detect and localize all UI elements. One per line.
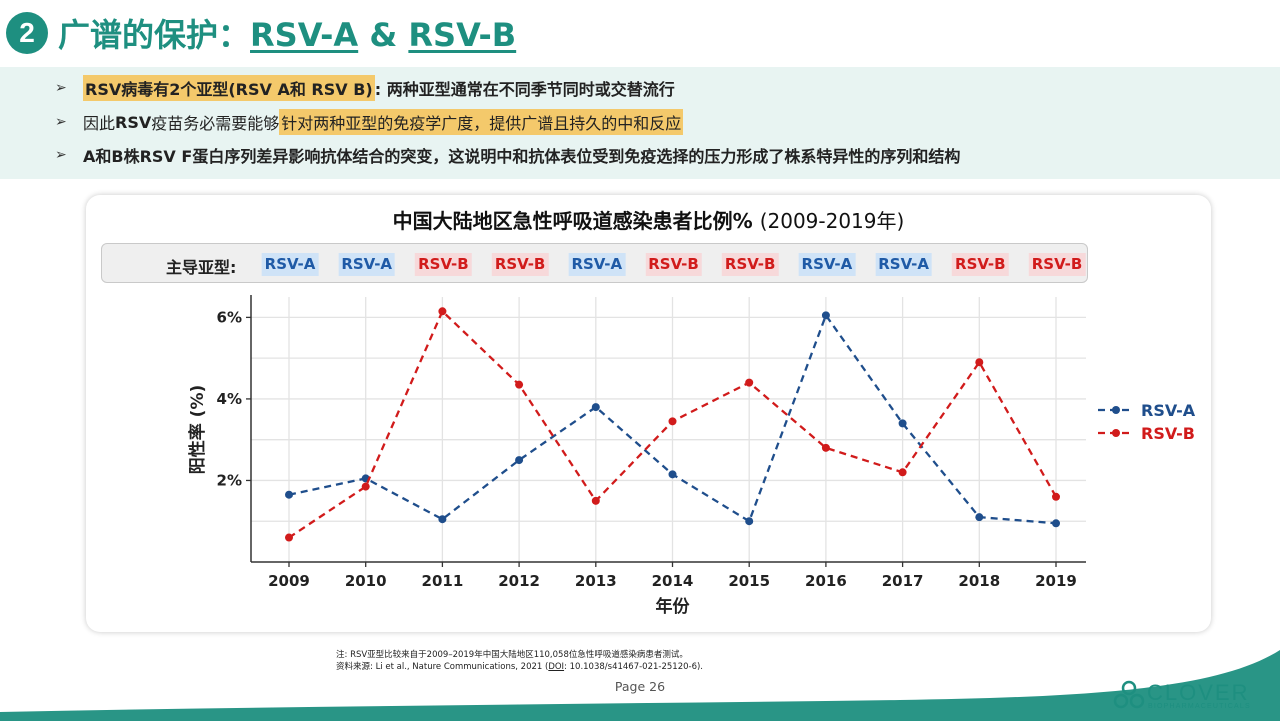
bullet-band: ➢ RSV病毒有2个亚型(RSV A和 RSV B): 两种亚型通常在不同季节同… xyxy=(0,67,1280,179)
y-tick-label: 6% xyxy=(217,308,242,326)
legend-label-rsv-a: RSV-A xyxy=(1141,401,1196,420)
dominant-chip-2010: RSV-A xyxy=(338,253,396,276)
dominant-chip-2019: RSV-B xyxy=(1028,253,1086,276)
data-point-rsv-b xyxy=(591,496,600,505)
data-point-rsv-b xyxy=(361,482,370,491)
bullet-arrow-icon: ➢ xyxy=(55,80,67,96)
bullet-arrow-icon: ➢ xyxy=(55,147,67,163)
section-number-badge: 2 xyxy=(6,12,48,54)
x-tick-label: 2010 xyxy=(345,572,387,590)
bullet-2-bold: RSV xyxy=(115,112,152,132)
x-tick-label: 2009 xyxy=(268,572,310,590)
bullet-1: ➢ RSV病毒有2个亚型(RSV A和 RSV B): 两种亚型通常在不同季节同… xyxy=(55,75,675,101)
data-point-rsv-b xyxy=(515,380,524,389)
x-tick-label: 2017 xyxy=(882,572,924,590)
footnote-2-pre: 资料来源: Li et al., Nature Communications, … xyxy=(336,662,549,672)
footnote-2: 资料来源: Li et al., Nature Communications, … xyxy=(336,661,703,673)
data-point-rsv-a xyxy=(438,515,447,524)
dominant-chip-2009: RSV-A xyxy=(261,253,319,276)
slide-title: 广谱的保护：RSV-A & RSV-B xyxy=(58,10,516,56)
dominant-chip-2012: RSV-B xyxy=(491,253,549,276)
data-point-rsv-a xyxy=(591,403,600,412)
y-axis-title: 阳性率 (%) xyxy=(187,385,208,475)
y-tick-label: 2% xyxy=(217,471,242,489)
x-tick-label: 2015 xyxy=(728,572,770,590)
logo-name: CLOVER xyxy=(1147,680,1250,705)
bullet-arrow-icon: ➢ xyxy=(55,114,67,130)
x-tick-label: 2014 xyxy=(652,572,694,590)
dominant-chip-2016: RSV-A xyxy=(798,253,856,276)
footnote-2-post: : 10.1038/s41467-021-25120-6). xyxy=(564,662,704,672)
bullet-2-highlight: 针对两种亚型的免疫学广度，提供广谱且持久的中和反应 xyxy=(279,109,684,135)
dominant-chip-2017: RSV-A xyxy=(875,253,932,276)
data-point-rsv-b xyxy=(668,417,677,426)
chart-card: 中国大陆地区急性呼吸道感染患者比例% (2009-2019年) 主导亚型: RS… xyxy=(86,195,1211,632)
x-tick-label: 2016 xyxy=(805,572,847,590)
title-amp: & xyxy=(358,16,409,54)
legend-marker-rsv-b xyxy=(1112,429,1120,437)
data-point-rsv-a xyxy=(668,470,677,479)
bullet-3-bold: A和B株RSV F xyxy=(83,147,193,166)
bullet-2-mid: 疫苗务必需要能够 xyxy=(151,114,280,133)
bullet-2-pre: 因此 xyxy=(83,114,116,133)
bullet-3-text: 蛋白序列差异影响抗体结合的突变，这说明中和抗体表位受到免疫选择的压力形成了株系特… xyxy=(192,147,961,166)
data-point-rsv-a xyxy=(898,419,907,428)
line-chart: 2% 4% 6% 2009 2010 2011 2012 2013 2014 2015 2016 20… xyxy=(187,295,1196,617)
dominant-chip-2011: RSV-B xyxy=(415,253,472,276)
dominant-subtype-bar: 主导亚型: RSV-A RSV-A RSV-B RSV-B RSV-A RSV-B RSV-… xyxy=(101,243,1088,283)
title-prefix: 广谱的保护： xyxy=(58,16,251,54)
x-tick-label: 2011 xyxy=(422,572,464,590)
data-point-rsv-b xyxy=(1052,492,1060,501)
chart-title: 中国大陆地区急性呼吸道感染患者比例% (2009-2019年) xyxy=(86,205,1211,234)
legend-marker-rsv-a xyxy=(1112,406,1120,414)
title-rsv-b: RSV-B xyxy=(408,16,517,54)
dominant-chip-2018: RSV-B xyxy=(952,253,1009,276)
footnote-1: 注: RSV亚型比较来自于2009–2019年中国大陆地区110,058位急性呼… xyxy=(336,650,688,660)
data-point-rsv-a xyxy=(821,311,830,320)
bullet-2: ➢ 因此 RSV 疫苗务必需要能够 针对两种亚型的免疫学广度，提供广谱且持久的中和反应 xyxy=(55,109,684,135)
logo-subtitle: BIOPHARMACEUTICALS xyxy=(1148,703,1251,710)
data-point-rsv-a xyxy=(515,456,524,465)
bullet-1-text: : 两种亚型通常在不同季节同时或交替流行 xyxy=(374,80,675,99)
x-tick-label: 2019 xyxy=(1035,572,1077,590)
dominant-chip-2015: RSV-B xyxy=(721,253,779,276)
data-point-rsv-a xyxy=(285,490,293,499)
page-number: Page 26 xyxy=(614,679,666,694)
dominant-subtype-label: 主导亚型: xyxy=(166,258,237,277)
chart-title-main: 中国大陆地区急性呼吸道感染患者比例% xyxy=(392,209,760,233)
y-tick-label: 4% xyxy=(217,390,242,408)
data-point-rsv-a xyxy=(975,513,984,522)
dominant-chip-2014: RSV-B xyxy=(645,253,702,276)
bullet-3: ➢ A和B株RSV F 蛋白序列差异影响抗体结合的突变，这说明中和抗体表位受到免疫… xyxy=(55,143,960,167)
data-point-rsv-b xyxy=(438,307,447,316)
data-point-rsv-b xyxy=(898,468,907,477)
data-point-rsv-b xyxy=(975,358,984,367)
data-point-rsv-a xyxy=(1052,519,1060,528)
footnotes: 注: RSV亚型比较来自于2009–2019年中国大陆地区110,058位急性呼… xyxy=(336,649,703,673)
clover-icon xyxy=(1113,680,1145,709)
chart-title-years: (2009-2019年) xyxy=(759,209,905,233)
x-axis-title: 年份 xyxy=(656,596,691,617)
x-tick-label: 2013 xyxy=(575,572,617,590)
data-point-rsv-b xyxy=(285,533,293,542)
doi-link[interactable]: DOI xyxy=(548,662,565,672)
title-rsv-a: RSV-A xyxy=(250,16,359,54)
dominant-chip-2013: RSV-A xyxy=(568,253,626,276)
data-point-rsv-a xyxy=(745,517,754,526)
x-tick-label: 2018 xyxy=(958,572,1000,590)
x-tick-label: 2012 xyxy=(498,572,540,590)
legend-label-rsv-b: RSV-B xyxy=(1141,424,1195,443)
data-point-rsv-b xyxy=(745,378,754,387)
slide-title-row: 2 广谱的保护：RSV-A & RSV-B xyxy=(6,8,516,58)
bullet-1-highlight: RSV病毒有2个亚型(RSV A和 RSV B) xyxy=(83,75,375,101)
data-point-rsv-b xyxy=(821,443,830,452)
